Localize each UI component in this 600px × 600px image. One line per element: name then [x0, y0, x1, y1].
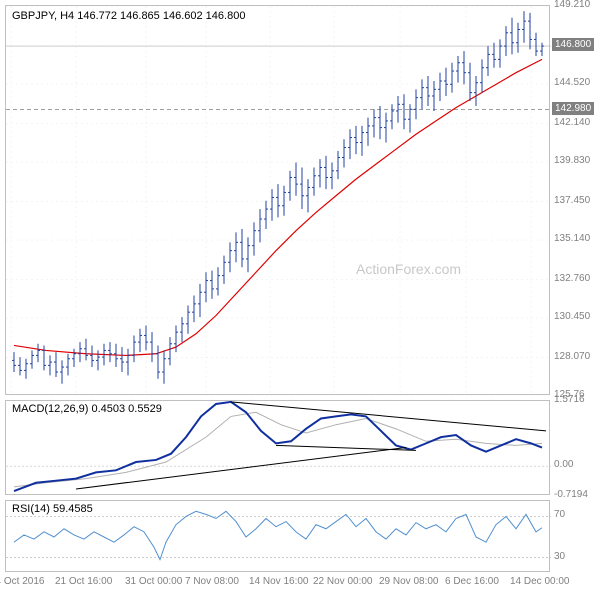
x-tick-label: 14 Oct 2016 [0, 576, 44, 587]
macd-title: MACD(12,26,9) 0.4503 0.5529 [12, 403, 162, 415]
macd-y-tick: 0.00 [554, 459, 573, 470]
y-tick-label: 132.760 [554, 273, 590, 284]
x-tick-label: 7 Nov 08:00 [185, 576, 239, 587]
y-tick-label: 130.450 [554, 311, 590, 322]
macd-panel[interactable]: MACD(12,26,9) 0.4503 0.5529 [5, 400, 550, 495]
x-tick-label: 21 Oct 16:00 [55, 576, 112, 587]
x-tick-label: 6 Dec 16:00 [445, 576, 499, 587]
price-tag: 142.980 [552, 102, 594, 115]
macd-y-tick: 1.5716 [554, 394, 585, 405]
rsi-y-tick: 30 [554, 551, 565, 562]
rsi-panel[interactable]: RSI(14) 59.4585 [5, 500, 550, 572]
y-tick-label: 139.830 [554, 155, 590, 166]
y-tick-label: 144.520 [554, 77, 590, 88]
x-tick-label: 14 Dec 00:00 [510, 576, 570, 587]
watermark: ActionForex.com [356, 261, 461, 277]
macd-chart-svg [6, 401, 551, 496]
rsi-title: RSI(14) 59.4585 [12, 503, 93, 515]
macd-y-tick: -0.7194 [554, 489, 588, 500]
x-tick-label: 14 Nov 16:00 [249, 576, 309, 587]
x-tick-label: 29 Nov 08:00 [379, 576, 439, 587]
price-tag: 146.800 [552, 38, 594, 51]
main-panel-title: GBPJPY, H4 146.772 146.865 146.602 146.8… [12, 10, 245, 22]
chart-container: GBPJPY, H4 146.772 146.865 146.602 146.8… [0, 0, 600, 600]
y-tick-label: 137.450 [554, 195, 590, 206]
y-tick-label: 135.140 [554, 233, 590, 244]
main-price-panel[interactable]: GBPJPY, H4 146.772 146.865 146.602 146.8… [5, 5, 550, 395]
x-tick-label: 31 Oct 00:00 [125, 576, 182, 587]
y-tick-label: 142.140 [554, 117, 590, 128]
y-tick-label: 128.070 [554, 351, 590, 362]
x-tick-label: 22 Nov 00:00 [313, 576, 373, 587]
rsi-y-tick: 70 [554, 509, 565, 520]
main-chart-svg [6, 6, 551, 396]
y-tick-label: 149.210 [554, 0, 590, 10]
